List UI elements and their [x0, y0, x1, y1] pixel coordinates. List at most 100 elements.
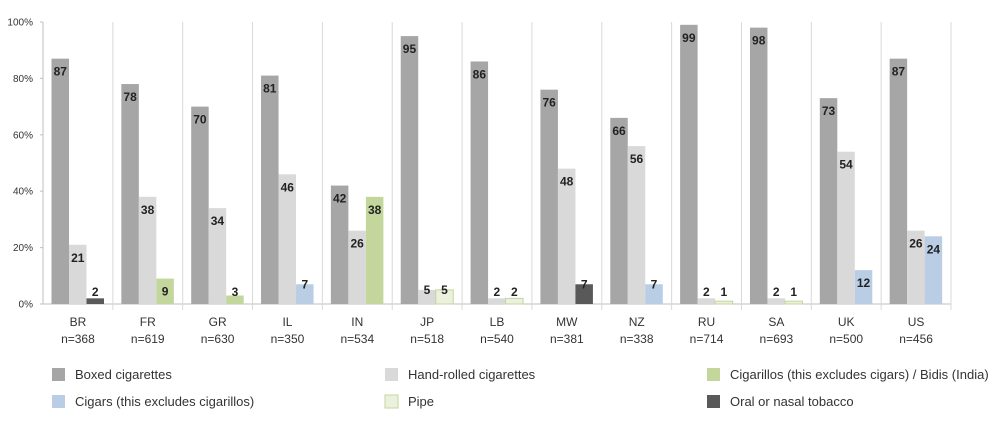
data-label: 38	[141, 203, 155, 217]
bar	[226, 295, 244, 304]
data-label: 78	[123, 90, 137, 104]
legend-label: Cigars (this excludes cigarillos)	[75, 394, 254, 409]
data-label: 21	[71, 251, 85, 265]
data-label: 34	[211, 214, 225, 228]
legend-label: Cigarillos (this excludes cigars) / Bidi…	[730, 367, 989, 382]
bar	[278, 174, 297, 304]
y-tick-label: 100%	[7, 18, 33, 29]
data-label: 12	[857, 276, 871, 290]
x-category-label: GR	[209, 315, 227, 329]
data-label: 7	[651, 277, 658, 291]
data-label: 26	[350, 237, 364, 251]
data-label: 87	[892, 65, 906, 79]
data-label: 2	[92, 285, 99, 299]
bar	[488, 298, 506, 304]
data-label: 2	[493, 285, 500, 299]
bar	[907, 230, 925, 304]
x-category-sample-size: n=500	[829, 332, 863, 346]
data-label: 26	[909, 237, 923, 251]
y-tick-label: 0%	[19, 300, 34, 311]
legend-label: Boxed cigarettes	[75, 367, 172, 382]
data-label: 99	[682, 31, 696, 45]
legend-swatch	[384, 394, 399, 409]
data-label: 87	[54, 65, 68, 79]
bar	[121, 84, 139, 304]
bar	[610, 117, 628, 304]
axis-layer: 0% 20% 40% 60% 80% 100%	[7, 18, 952, 311]
x-category-label: MW	[556, 315, 578, 329]
x-category-sample-size: n=714	[690, 332, 724, 346]
data-label: 70	[193, 113, 207, 127]
x-category-label: JP	[420, 315, 434, 329]
bar	[697, 298, 716, 304]
x-category-label: LB	[490, 315, 505, 329]
data-label: 38	[368, 203, 382, 217]
bar	[470, 61, 489, 305]
x-category-label: RU	[698, 315, 715, 329]
bar	[889, 58, 908, 304]
x-category-label: IL	[282, 315, 292, 329]
x-category-label: US	[908, 315, 925, 329]
data-label: 1	[721, 285, 728, 299]
x-category-label: FR	[140, 315, 156, 329]
data-label: 56	[630, 152, 644, 166]
legend-swatch	[52, 395, 65, 408]
data-label: 66	[612, 124, 626, 138]
data-label: 5	[424, 283, 431, 297]
x-category-sample-size: n=518	[410, 332, 444, 346]
x-category-sample-size: n=619	[131, 332, 165, 346]
x-category-label: IN	[351, 315, 363, 329]
legend-label: Oral or nasal tobacco	[730, 394, 854, 409]
legend-label: Hand-rolled cigarettes	[408, 367, 536, 382]
bar	[505, 297, 524, 305]
x-category-sample-size: n=456	[899, 332, 933, 346]
bar	[854, 270, 873, 304]
bar	[296, 284, 314, 304]
legend-swatch	[707, 395, 720, 408]
x-category-sample-size: n=368	[61, 332, 95, 346]
bar	[400, 36, 419, 304]
data-label: 9	[162, 285, 169, 299]
bar	[627, 146, 646, 304]
bar	[784, 300, 803, 305]
data-label: 2	[703, 285, 710, 299]
data-label: 7	[301, 277, 308, 291]
bar	[714, 300, 734, 305]
data-label: 54	[839, 158, 853, 172]
bar	[138, 196, 157, 304]
category-labels: BR n=368 FR n=619 GR n=630 IL n=350 IN n=534 JP n=5…	[61, 315, 933, 346]
bar	[575, 284, 593, 304]
x-category-label: NZ	[629, 315, 645, 329]
y-tick-label: 40%	[13, 187, 33, 198]
bar	[767, 298, 785, 304]
y-tick-label: 80%	[13, 74, 33, 85]
legend-swatch	[385, 368, 398, 381]
x-category-label: UK	[838, 315, 855, 329]
data-label: 1	[790, 285, 797, 299]
y-tick-label: 20%	[13, 243, 33, 254]
bar	[261, 75, 279, 304]
data-label: 5	[441, 283, 448, 297]
legend-swatch	[52, 368, 65, 381]
data-label: 2	[773, 285, 780, 299]
x-category-label: SA	[768, 315, 784, 329]
bar	[51, 58, 69, 304]
data-label: 7	[581, 277, 588, 291]
x-category-sample-size: n=350	[271, 332, 305, 346]
data-label: 24	[927, 242, 941, 256]
bars-layer	[51, 24, 943, 305]
x-category-sample-size: n=534	[340, 332, 374, 346]
bar	[156, 278, 174, 304]
x-category-sample-size: n=693	[760, 332, 794, 346]
x-category-sample-size: n=338	[620, 332, 654, 346]
data-label: 48	[560, 175, 574, 189]
x-category-label: BR	[70, 315, 87, 329]
bar	[86, 298, 104, 304]
x-category-sample-size: n=381	[550, 332, 584, 346]
bar	[749, 27, 768, 304]
x-category-sample-size: n=540	[480, 332, 514, 346]
y-tick-label: 60%	[13, 130, 33, 141]
data-label: 46	[281, 180, 295, 194]
bar	[348, 230, 366, 304]
